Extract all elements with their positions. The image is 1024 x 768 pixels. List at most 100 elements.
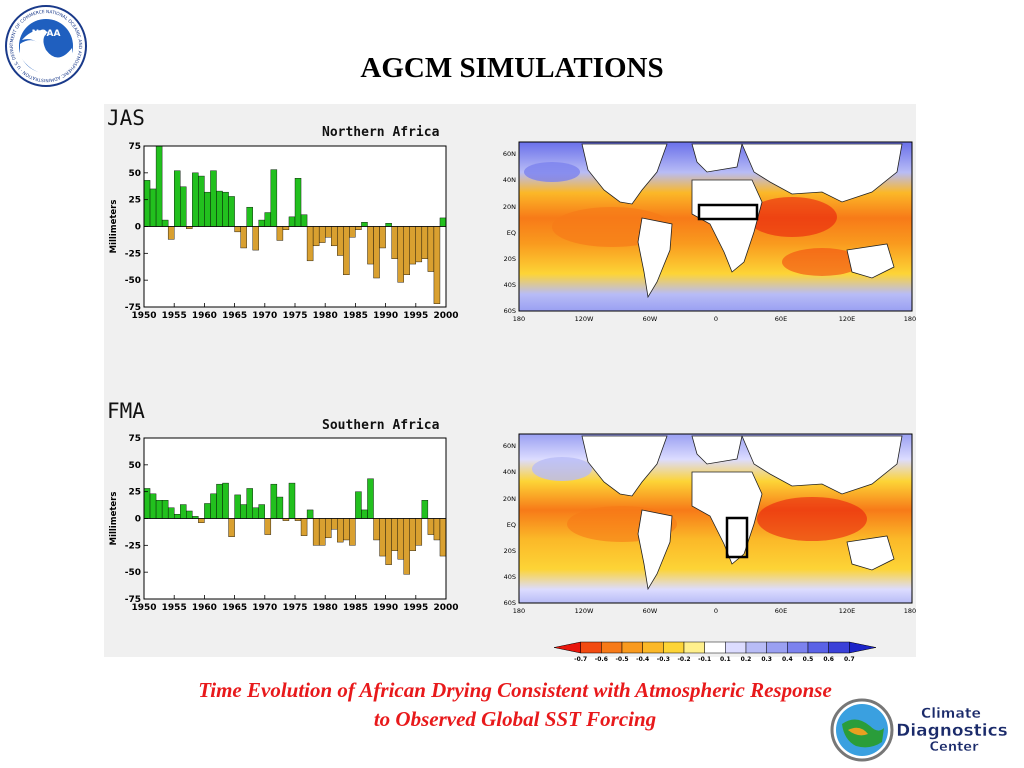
bar [276,496,284,519]
x-tick-label: 1950 [131,603,156,613]
map1-xlabel: 120W [575,315,594,323]
y-axis-label: Millimeters [109,200,119,254]
colorbar-swatch [745,641,767,654]
bar [155,500,163,519]
colorbar-label: -0.7 [574,656,587,663]
bar [427,226,435,272]
bar [216,483,223,519]
bar [409,226,417,265]
bar [222,482,229,519]
cdc-logo-line2: Diagnostics [896,721,1008,741]
bar [204,191,211,227]
bar [143,180,151,227]
x-tick-label: 1955 [162,311,187,321]
map2-ylabel: 40N [503,468,516,476]
region-box-northern-africa [697,203,759,221]
map1-ylabel: 20N [503,203,516,211]
colorbar-label: -0.5 [615,656,628,663]
map1-ylabel: 60N [503,150,516,158]
bar [161,500,169,519]
cdc-logo: Climate Diagnostics Center [830,698,1008,762]
bar [252,226,259,251]
map1-ylabel: 60S [504,307,516,315]
bar [397,226,404,283]
colorbar-swatch [642,641,664,654]
bar [276,226,284,241]
colorbar-label: 0.6 [823,656,834,663]
bar [439,217,447,227]
map2-ylabel: 60S [504,599,516,607]
map1-ylabel: EQ [507,229,516,237]
y-tick-label: 50 [128,169,141,179]
colorbar-label: 0.7 [844,656,855,663]
colorbar-swatch [601,641,623,654]
colorbar-label: -0.1 [698,656,711,663]
y-tick-label: 75 [128,142,141,152]
map1-xlabel: 60E [775,315,787,323]
bar [210,170,217,227]
colorbar-label: 0.4 [782,656,793,663]
map2-ylabel: 20N [503,495,516,503]
bar [228,196,235,227]
x-tick-label: 1995 [403,311,428,321]
bar [300,214,308,227]
bar [173,514,181,519]
colorbar-swatch [621,641,643,654]
map2-ylabel: EQ [507,521,516,529]
bar [167,226,175,240]
bar [234,494,241,519]
bar [331,518,338,530]
y-tick-label: -50 [125,568,141,578]
y-tick-label: 0 [135,515,141,525]
bar [385,518,392,565]
x-tick-label: 1990 [373,603,398,613]
map2-xlabel: 120W [575,607,594,615]
bar [421,226,429,259]
bar [264,212,272,227]
colorbar-swatch [663,641,685,654]
bar [192,172,199,227]
season-label-fma: FMA [107,399,145,423]
bar [349,226,356,238]
bar [361,222,368,227]
bar [433,226,441,304]
bar [258,504,265,519]
map2-ylabel: 60N [503,442,516,450]
colorbar-swatch [766,641,788,654]
bar [288,216,296,227]
colorbar-label: -0.6 [595,656,608,663]
slide-caption: Time Evolution of African Drying Consist… [110,676,920,734]
region-box-southern-africa [725,516,749,559]
colorbar-swatch [828,641,850,654]
colorbar-label: 0.3 [761,656,772,663]
bar [155,145,163,227]
bar [415,518,423,546]
bar [415,226,423,263]
caption-line-2: to Observed Global SST Forcing [373,707,657,731]
bar [391,226,398,259]
sst-map-fma: 60N 40N 20N EQ 20S 40S 60S 180 120W 60W … [503,433,916,615]
colorbar-swatch [787,641,809,654]
bar [312,518,320,546]
y-tick-label: -50 [125,276,141,286]
bar [198,175,205,227]
colorbar-label: 0.2 [741,656,752,663]
bar [240,226,247,249]
chart-title-northern-africa: Northern Africa [322,125,440,140]
x-tick-label: 1965 [222,603,247,613]
bar [306,226,314,262]
map2-xlabel: 60E [775,607,787,615]
bar [403,518,410,575]
bar [149,493,157,519]
bar [331,226,338,247]
bar [391,518,398,551]
cdc-logo-line3: Center [929,740,979,755]
bar [337,226,344,256]
map2-ylabel: 20S [504,547,516,555]
bar [167,507,175,519]
bar [324,226,332,238]
caption-line-1: Time Evolution of African Drying Consist… [198,678,832,702]
bar [204,503,211,519]
